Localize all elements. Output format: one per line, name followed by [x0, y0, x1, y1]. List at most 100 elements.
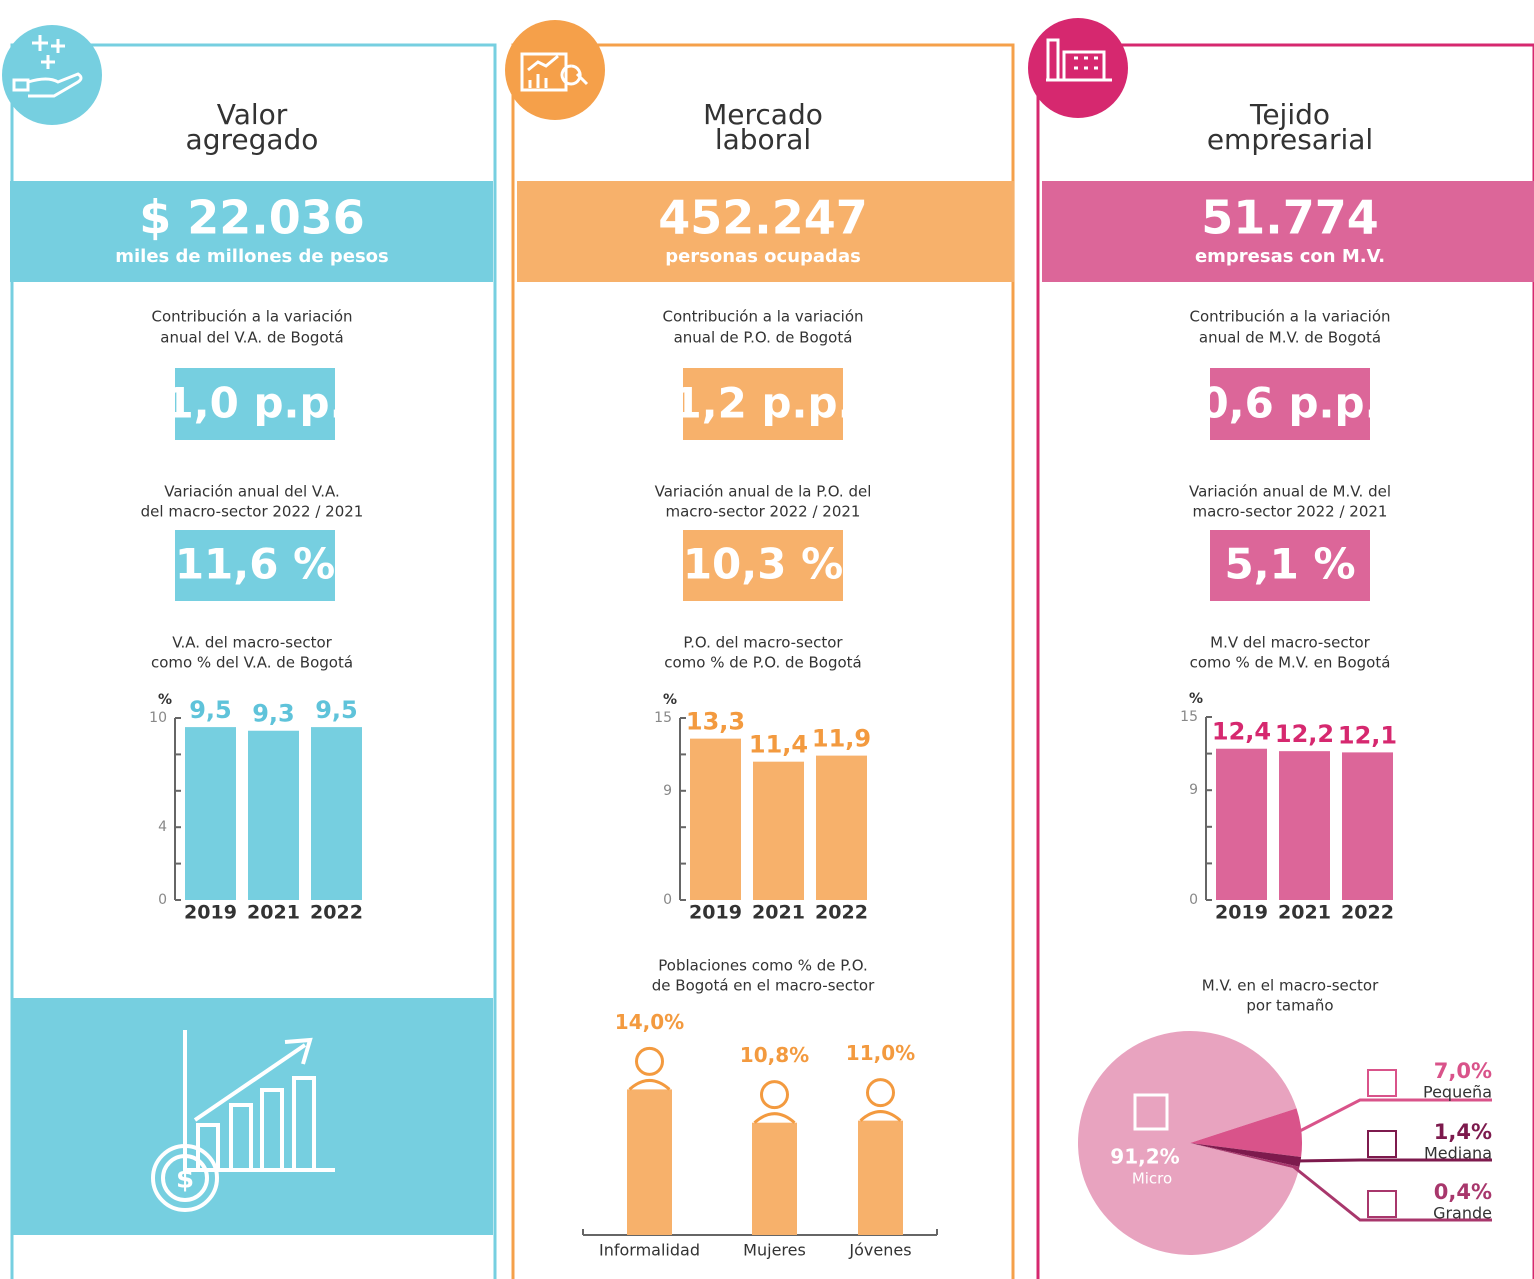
leader-line — [1294, 1158, 1492, 1163]
x-tick-label: 2022 — [310, 902, 363, 924]
person-icon — [628, 1078, 671, 1091]
person-icon — [760, 1080, 789, 1110]
pie-slice — [1078, 1031, 1299, 1256]
panel-icon — [505, 20, 605, 120]
size-icon — [1367, 1190, 1397, 1218]
bar — [1216, 748, 1267, 900]
bar — [311, 727, 362, 900]
growth-icon — [151, 1030, 335, 1212]
variation-value: 10,3 % — [683, 540, 843, 589]
bar — [1342, 752, 1393, 900]
icon-shape — [32, 35, 65, 69]
bar-value-label: 9,3 — [252, 700, 295, 728]
headline: $ 22.036 — [139, 191, 365, 245]
contribution-value: 1,0 p.p. — [164, 379, 345, 428]
y-tick-label: 0 — [1189, 892, 1198, 908]
pie-slice — [1190, 1108, 1303, 1158]
panel-title: Tejido — [1249, 98, 1330, 131]
contribution-value: 0,6 p.p. — [1199, 379, 1380, 428]
pie-slice — [1190, 1143, 1302, 1167]
bar-value-label: 11,0% — [846, 1041, 915, 1065]
y-tick-label: 9 — [663, 783, 672, 799]
bar — [690, 738, 741, 900]
bar — [627, 1089, 672, 1235]
panel-icon — [2, 25, 102, 125]
headline-sub: miles de millones de pesos — [115, 246, 389, 267]
variation-box — [683, 530, 843, 601]
bar-value-label: 13,3 — [686, 708, 745, 736]
slice-value-label: 91,2% — [1110, 1145, 1179, 1169]
panel-border — [10, 43, 497, 1279]
panel-title: empresarial — [1207, 123, 1373, 156]
bar-value-label: 14,0% — [615, 1010, 684, 1034]
bar-value-label: 9,5 — [315, 696, 358, 724]
panel-title: agregado — [186, 123, 319, 156]
size-icon — [1367, 1069, 1397, 1097]
contribution-label: anual del V.A. de Bogotá — [160, 329, 343, 347]
leader-line — [1295, 1098, 1492, 1135]
chart-title: como % del V.A. de Bogotá — [151, 654, 353, 672]
icon-shape — [520, 52, 568, 92]
panel-title: Mercado — [703, 98, 823, 131]
bar — [858, 1120, 903, 1235]
person-icon — [859, 1110, 902, 1122]
y-tick-label: 9 — [1189, 782, 1198, 798]
chart-title: por tamaño — [1246, 997, 1333, 1015]
variation-label: macro-sector 2022 / 2021 — [1193, 503, 1388, 521]
bar-value-label: 12,4 — [1212, 718, 1271, 746]
chart-title: V.A. del macro-sector — [172, 634, 332, 652]
y-tick-label: 15 — [654, 710, 672, 726]
bar-value-label: 11,4 — [749, 731, 808, 759]
x-tick-label: 2021 — [247, 902, 300, 924]
person-icon — [866, 1078, 895, 1108]
icon-shape — [12, 72, 83, 98]
headline-sub: empresas con M.V. — [1195, 246, 1385, 267]
chart-title: de Bogotá en el macro-sector — [652, 977, 875, 995]
bar — [248, 730, 299, 900]
variation-value: 5,1 % — [1224, 540, 1355, 589]
y-axis-label: % — [1189, 691, 1203, 707]
contribution-value: 1,2 p.p. — [672, 379, 853, 428]
bar — [753, 761, 804, 900]
chart-title: como % de M.V. en Bogotá — [1190, 654, 1391, 672]
cart-icon — [1133, 1093, 1169, 1131]
y-tick-label: 0 — [158, 892, 167, 908]
chart-title: como % de P.O. de Bogotá — [664, 654, 862, 672]
bar-value-label: 11,9 — [812, 725, 871, 753]
headline: 452.247 — [658, 191, 868, 245]
slice-value-label: 7,0% — [1434, 1059, 1492, 1083]
x-tick-label: 2021 — [752, 902, 805, 924]
panel-border — [511, 43, 1015, 1279]
chart-title: M.V. en el macro-sector — [1202, 977, 1379, 995]
slice-label: Grande — [1433, 1204, 1492, 1223]
slice-label: Mediana — [1424, 1144, 1492, 1163]
variation-value: 11,6 % — [175, 540, 335, 589]
variation-box — [175, 530, 335, 601]
x-tick-label: Jóvenes — [848, 1241, 911, 1260]
variation-box — [1210, 530, 1370, 601]
chart-title: Poblaciones como % de P.O. — [658, 957, 867, 975]
person-icon — [753, 1112, 796, 1124]
y-tick-label: 10 — [149, 710, 167, 726]
y-axis-label: % — [158, 692, 172, 708]
person-icon — [635, 1046, 664, 1076]
variation-label: Variación anual de la P.O. del — [655, 483, 872, 501]
variation-label: del macro-sector 2022 / 2021 — [141, 503, 364, 521]
chart-title: P.O. del macro-sector — [683, 634, 843, 652]
contribution-box — [683, 368, 843, 440]
x-tick-label: 2019 — [184, 902, 237, 924]
dollar-sign: $ — [176, 1165, 194, 1195]
bar-value-label: 12,1 — [1338, 721, 1397, 749]
x-tick-label: 2019 — [1215, 902, 1268, 924]
bar-value-label: 9,5 — [189, 696, 232, 724]
leader-line — [1292, 1165, 1492, 1222]
panel-title: Valor — [217, 98, 288, 131]
size-icon — [1367, 1130, 1397, 1158]
x-tick-label: Informalidad — [599, 1241, 700, 1260]
variation-label: macro-sector 2022 / 2021 — [666, 503, 861, 521]
pie-slice — [1190, 1143, 1300, 1170]
bar — [1279, 751, 1330, 900]
x-tick-label: 2019 — [689, 902, 742, 924]
y-tick-label: 4 — [158, 819, 167, 835]
